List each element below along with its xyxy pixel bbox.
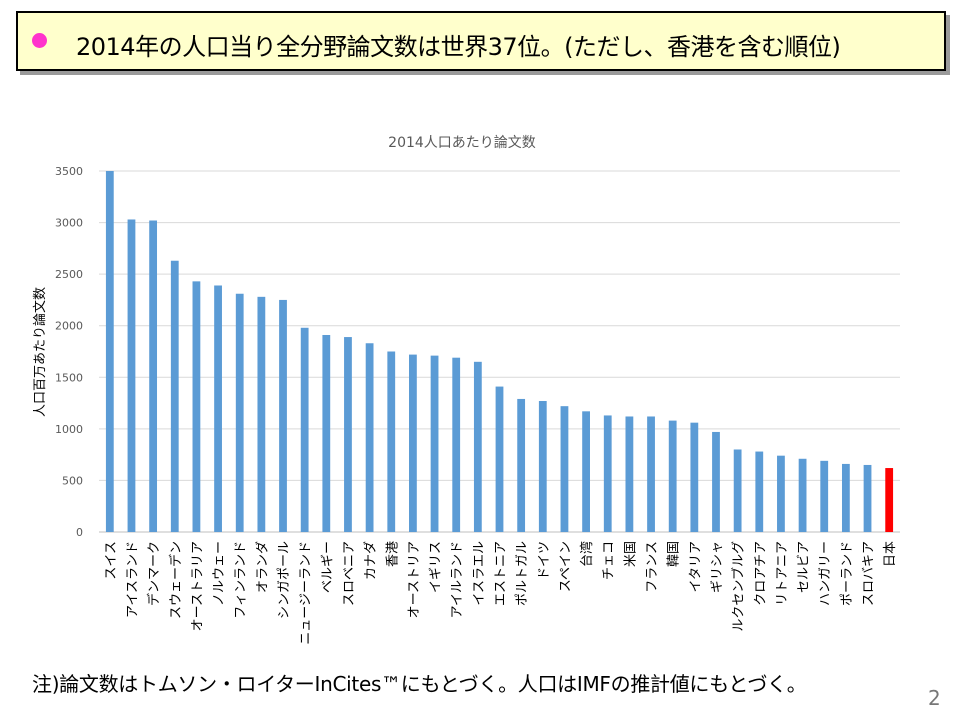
- bar: [690, 422, 699, 532]
- bar-chart: 2014人口あたり論文数 人口百万あたり論文数 0 500 1000 1500 2000…: [32, 135, 900, 645]
- x-tick-label: スイス: [104, 541, 119, 580]
- headline-text: 2014年の人口当り全分野論文数は世界37位。(ただし、香港を含む順位): [76, 33, 841, 61]
- x-tick-label: オランダ: [255, 541, 270, 593]
- x-tick-label: ハンガリー: [818, 541, 833, 606]
- bar: [279, 299, 287, 532]
- x-tick-label: フランス: [645, 541, 660, 593]
- bar: [647, 416, 655, 532]
- y-tick-label: 1500: [55, 371, 83, 384]
- x-tick-label: イタリア: [688, 541, 703, 592]
- y-tick-label: 500: [62, 474, 83, 487]
- bar: [668, 420, 677, 532]
- bar: [300, 327, 309, 532]
- bar: [430, 355, 439, 532]
- y-axis-ticks: 0 500 1000 1500 2000 2500 3000 3500: [55, 165, 83, 539]
- bar: [409, 354, 417, 532]
- gridlines: [99, 170, 900, 533]
- x-tick-label: ベルギー: [320, 541, 335, 593]
- chart-title: 2014人口あたり論文数: [388, 135, 536, 151]
- bar: [755, 451, 764, 532]
- bar: [517, 398, 526, 532]
- bar: [863, 464, 872, 532]
- x-tick-label: オーストラリア: [190, 541, 205, 631]
- bar: [235, 293, 244, 532]
- x-tick-label: アイルランド: [450, 541, 465, 618]
- y-tick-label: 2500: [55, 268, 83, 281]
- y-tick-label: 3500: [55, 165, 83, 178]
- bar: [170, 260, 179, 532]
- bullet-icon: [32, 33, 47, 48]
- bar: [798, 458, 807, 532]
- x-tick-label: イギリス: [429, 541, 444, 593]
- bar: [344, 337, 352, 532]
- bar: [387, 351, 396, 532]
- bar: [473, 361, 482, 532]
- x-tick-label: イスラエル: [472, 541, 487, 606]
- y-tick-label: 2000: [55, 320, 83, 333]
- x-tick-label: フィンランド: [234, 541, 249, 619]
- x-tick-label: スウェーデン: [168, 541, 184, 619]
- bar: [214, 285, 222, 532]
- x-tick-label: セルビア: [797, 541, 812, 593]
- x-tick-label: アイスランド: [125, 541, 140, 618]
- y-tick-label: 0: [76, 526, 83, 539]
- x-tick-label: シンガポール: [277, 541, 292, 619]
- bar: [885, 468, 894, 532]
- bar: [149, 220, 158, 532]
- x-axis-ticks: スイス アイスランド デンマーク スウェーデン オーストラリア ノルウェー フィンランド オラ…: [104, 541, 898, 645]
- bar: [560, 406, 569, 532]
- y-tick-label: 1000: [55, 423, 83, 436]
- bar: [733, 449, 742, 532]
- bar: [603, 415, 612, 532]
- bar: [625, 416, 634, 532]
- y-tick-label: 3000: [55, 217, 83, 230]
- x-tick-label: 台湾: [579, 541, 595, 567]
- bar: [452, 357, 461, 532]
- x-tick-label: ドイツ: [537, 541, 552, 580]
- x-tick-label: ルクセンブルグ: [731, 541, 747, 632]
- x-tick-label: 韓国: [667, 541, 682, 567]
- y-axis-label: 人口百万あたり論文数: [32, 287, 48, 417]
- x-tick-label: ポーランド: [840, 541, 855, 606]
- x-tick-label: デンマーク: [146, 541, 162, 606]
- x-tick-label: スペイン: [558, 541, 573, 592]
- bars: [105, 171, 894, 532]
- headline-box: 2014年の人口当り全分野論文数は世界37位。(ただし、香港を含む順位): [16, 11, 946, 71]
- x-tick-label: リトアニア: [775, 541, 790, 606]
- footnote: 注)論文数はトムソン・ロイターInCites™にもとづく。人口はIMFの推計値に…: [32, 672, 807, 696]
- page-number: 2: [928, 686, 941, 710]
- bar: [495, 386, 504, 532]
- bar: [712, 431, 720, 532]
- bar: [538, 401, 547, 532]
- x-tick-label: エストニア: [494, 541, 509, 606]
- bar: [777, 455, 785, 532]
- bar: [582, 411, 590, 532]
- bar: [841, 463, 850, 532]
- x-tick-label: 香港: [385, 541, 400, 567]
- bar: [127, 219, 136, 532]
- x-tick-label: 米国: [623, 541, 638, 567]
- x-tick-label: ノルウェー: [212, 541, 227, 606]
- bar: [257, 296, 266, 532]
- x-tick-label: スロバキア: [862, 541, 877, 606]
- x-tick-label: オーストリア: [407, 541, 422, 618]
- bar: [820, 460, 829, 532]
- x-tick-label: ニュージーランド: [299, 541, 314, 645]
- x-tick-label: チェコ: [602, 541, 617, 580]
- x-tick-label: ポルトガル: [515, 541, 530, 606]
- bar: [105, 171, 114, 532]
- bar: [365, 343, 374, 532]
- bar: [192, 281, 201, 532]
- bar: [322, 334, 331, 532]
- x-tick-label: カナダ: [364, 541, 379, 580]
- x-tick-label: クロアチア: [753, 541, 768, 606]
- x-tick-label: 日本: [883, 541, 898, 567]
- x-tick-label: ギリシャ: [710, 541, 725, 593]
- x-tick-label: スロベニア: [342, 541, 357, 606]
